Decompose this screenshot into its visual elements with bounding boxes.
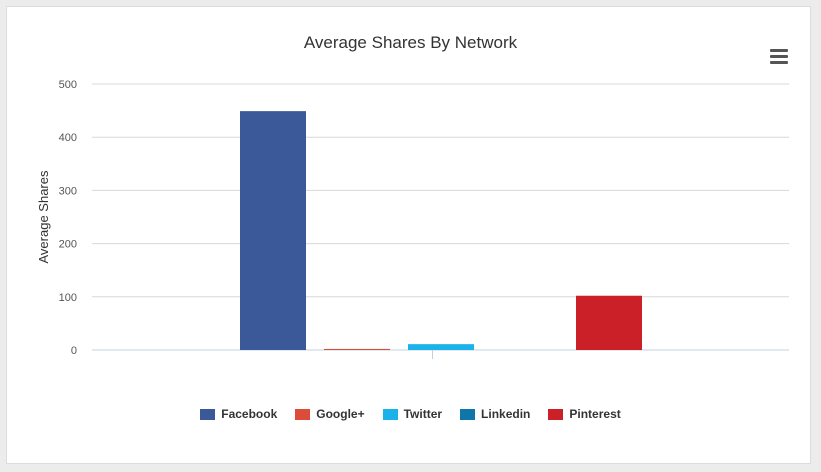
bar-twitter	[408, 344, 474, 350]
bar-pinterest	[576, 295, 642, 350]
legend-swatch	[200, 408, 216, 420]
legend-item-linkedin[interactable]: Linkedin	[460, 407, 530, 421]
legend-swatch	[460, 408, 476, 420]
legend-label: Pinterest	[569, 407, 621, 421]
y-tick-label: 100	[59, 292, 77, 304]
chart-container	[6, 6, 811, 464]
legend-swatch	[382, 408, 398, 420]
bar-google-	[324, 348, 390, 350]
bar-facebook	[240, 111, 306, 350]
y-tick-label: 300	[59, 185, 77, 197]
chart-title: Average Shares By Network	[303, 33, 518, 52]
legend-label: Google+	[316, 407, 365, 421]
legend-item-pinterest[interactable]: Pinterest	[548, 407, 621, 421]
legend-swatch	[548, 408, 564, 420]
legend-item-facebook[interactable]: Facebook	[200, 407, 277, 421]
legend-item-twitter[interactable]: Twitter	[382, 407, 443, 421]
legend-label: Twitter	[403, 407, 443, 421]
legend-label: Linkedin	[481, 407, 531, 421]
y-tick-label: 500	[59, 79, 77, 91]
legend-item-google-[interactable]: Google+	[295, 407, 365, 421]
y-tick-label: 0	[71, 345, 77, 357]
y-tick-label: 200	[59, 239, 77, 251]
legend-swatch	[295, 408, 311, 420]
chart-legend: Facebook Google+ Twitter Linkedin Pinterest	[0, 404, 821, 424]
hamburger-menu-icon[interactable]	[770, 49, 788, 64]
y-tick-label: 400	[59, 132, 77, 144]
legend-label: Facebook	[221, 407, 278, 421]
y-axis-label: Average Shares	[36, 170, 51, 263]
